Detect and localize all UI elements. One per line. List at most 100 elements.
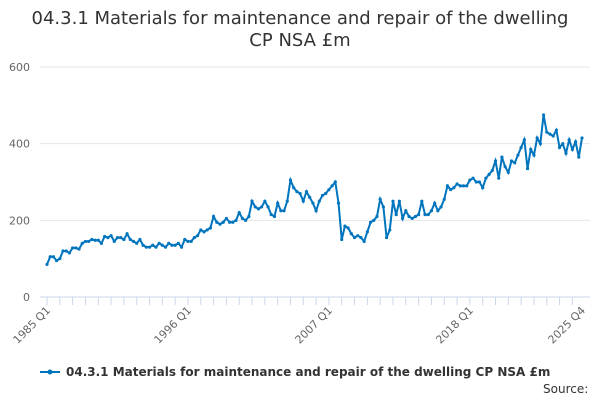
data-point	[381, 205, 385, 209]
data-point	[397, 199, 401, 203]
data-point	[336, 201, 341, 205]
data-point	[394, 212, 398, 217]
chart-title: 04.3.1 Materials for maintenance and rep…	[0, 8, 600, 52]
data-point	[304, 189, 309, 194]
data-point	[493, 159, 498, 163]
data-point	[179, 245, 184, 249]
data-point	[112, 239, 116, 244]
x-tick-label: 1996 Q1	[152, 304, 195, 347]
data-point	[247, 214, 251, 219]
data-point	[64, 249, 68, 253]
data-point	[538, 142, 542, 146]
data-point	[80, 241, 84, 245]
data-point	[317, 199, 321, 203]
data-point	[365, 230, 369, 234]
data-point	[324, 191, 328, 196]
data-point	[570, 147, 574, 152]
data-point	[67, 251, 72, 255]
data-point	[272, 214, 277, 219]
data-point	[503, 165, 507, 169]
data-point	[199, 228, 203, 232]
data-point	[144, 245, 148, 249]
data-point	[487, 172, 491, 176]
data-point	[74, 246, 78, 250]
data-point	[260, 205, 264, 209]
data-point	[55, 258, 59, 263]
data-point	[429, 209, 434, 213]
data-point	[83, 239, 88, 244]
data-point	[122, 237, 126, 242]
data-point	[115, 235, 120, 240]
data-point	[436, 209, 440, 213]
data-point	[90, 237, 94, 242]
data-point	[426, 212, 430, 217]
data-point	[359, 235, 363, 240]
data-point	[147, 245, 152, 249]
data-point	[157, 241, 161, 245]
data-point	[211, 214, 216, 219]
data-point	[96, 238, 100, 242]
data-point	[529, 147, 533, 152]
data-point	[375, 214, 379, 219]
data-point	[577, 155, 581, 159]
data-point	[51, 255, 56, 259]
data-point	[461, 184, 466, 188]
data-point	[513, 161, 517, 165]
data-point	[103, 234, 107, 239]
data-point	[423, 212, 427, 217]
x-tick-label: 2025 Q4	[546, 304, 589, 347]
data-point	[237, 211, 241, 215]
data-point	[525, 166, 530, 171]
data-point	[413, 214, 418, 219]
data-point	[497, 176, 501, 180]
data-point	[378, 197, 382, 201]
data-point	[173, 243, 177, 247]
data-point	[205, 228, 209, 232]
data-point	[541, 113, 546, 117]
data-point	[141, 243, 145, 247]
data-point	[276, 201, 280, 205]
data-point	[330, 184, 334, 188]
y-tick-label: 0	[23, 291, 30, 304]
data-point	[93, 238, 97, 242]
data-point	[404, 209, 408, 213]
data-point	[45, 262, 49, 267]
data-point	[282, 209, 286, 213]
data-point	[189, 239, 193, 244]
data-point	[362, 239, 366, 244]
data-point	[580, 136, 584, 140]
data-point	[135, 241, 139, 245]
data-point	[522, 138, 526, 142]
y-tick-label: 200	[9, 214, 30, 227]
data-point	[449, 188, 453, 192]
data-point	[48, 255, 52, 259]
title-line-1: 04.3.1 Materials for maintenance and rep…	[31, 8, 569, 29]
data-point	[465, 184, 469, 188]
data-point	[455, 182, 459, 186]
data-point	[186, 239, 190, 244]
data-point	[532, 153, 536, 157]
x-tick-label: 2018 Q1	[433, 304, 476, 347]
data-point	[77, 247, 81, 251]
data-point	[301, 199, 305, 203]
data-point	[160, 243, 164, 247]
data-point	[99, 241, 104, 245]
data-point	[554, 128, 558, 132]
data-point	[314, 209, 318, 213]
data-point	[452, 186, 456, 190]
y-tick-label: 600	[9, 61, 30, 74]
data-point	[266, 205, 270, 209]
data-point	[163, 245, 168, 249]
data-point	[288, 178, 293, 182]
data-point	[327, 188, 331, 192]
data-point	[285, 199, 289, 203]
data-point	[202, 230, 206, 234]
data-point	[388, 228, 392, 232]
data-point	[333, 180, 337, 184]
data-point	[343, 224, 347, 228]
data-point	[468, 178, 472, 182]
legend[interactable]: 04.3.1 Materials for maintenance and rep…	[40, 365, 550, 379]
data-point	[439, 205, 443, 209]
data-point	[109, 234, 113, 238]
